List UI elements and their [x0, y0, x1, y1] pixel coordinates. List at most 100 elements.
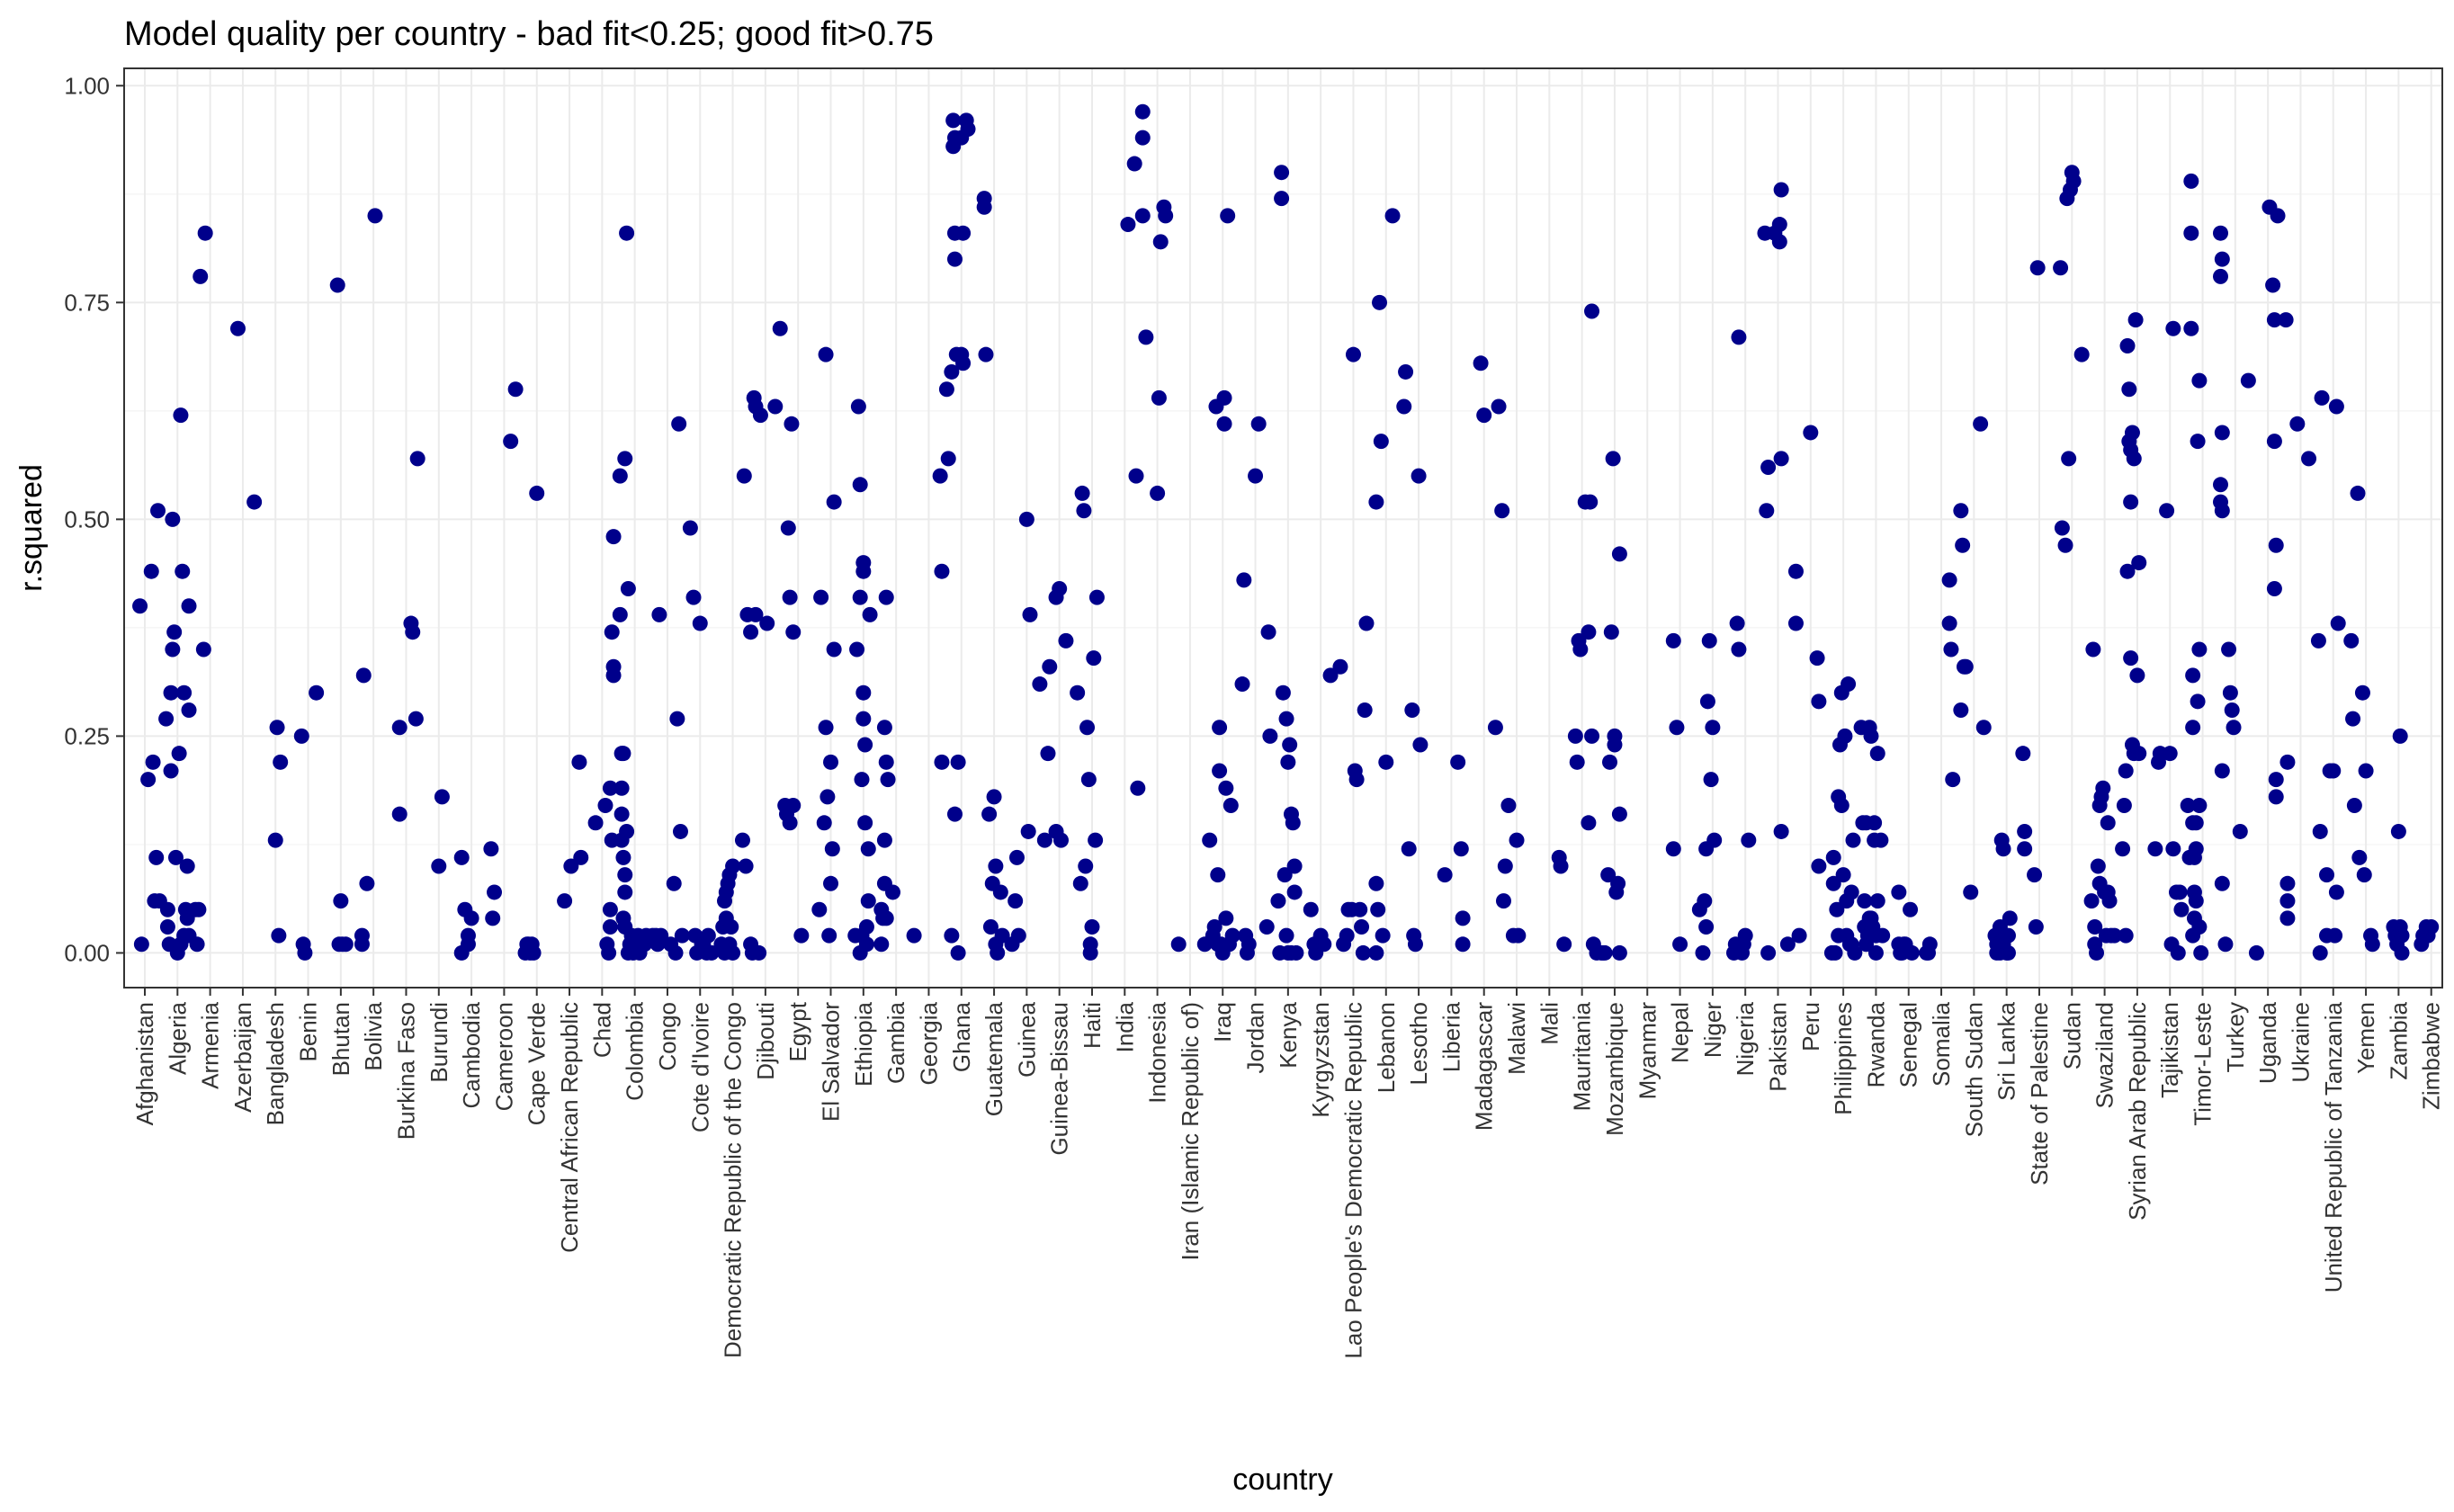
data-point: [2017, 823, 2033, 839]
data-point: [2301, 451, 2317, 467]
data-point: [2214, 251, 2230, 267]
data-point: [2131, 555, 2147, 571]
data-point: [1941, 615, 1957, 631]
data-point: [391, 806, 408, 822]
data-point: [159, 919, 175, 935]
data-point: [2325, 763, 2342, 779]
data-point: [1957, 658, 1974, 675]
data-point: [782, 815, 798, 831]
data-point: [852, 589, 868, 605]
data-point: [359, 875, 375, 891]
data-point: [2390, 823, 2406, 839]
data-point: [483, 841, 499, 857]
data-point: [329, 277, 345, 293]
data-point: [273, 754, 289, 770]
data-point: [2314, 389, 2330, 406]
data-point: [173, 407, 189, 424]
data-point: [229, 320, 246, 336]
x-tick-label: Guinea-Bissau: [1046, 1002, 1073, 1156]
x-tick-label: Lebanon: [1373, 1002, 1400, 1093]
data-point: [189, 936, 205, 953]
data-point: [2118, 927, 2134, 944]
x-tick-label: Armenia: [197, 1001, 224, 1088]
data-point: [355, 667, 372, 684]
data-point: [855, 684, 872, 701]
x-tick-label: Madagascar: [1471, 1002, 1498, 1131]
data-point: [1953, 702, 1969, 718]
data-point: [1223, 798, 1239, 814]
data-point: [337, 936, 354, 953]
data-point: [1275, 684, 1291, 701]
data-point: [408, 711, 424, 727]
data-point: [1509, 832, 1525, 848]
data-point: [2279, 754, 2296, 770]
x-tick-label: Bhutan: [327, 1002, 354, 1076]
x-tick-label: Timor-Leste: [2190, 1002, 2217, 1126]
x-tick-label: Lesotho: [1405, 1002, 1432, 1086]
data-point: [1086, 650, 1102, 667]
data-point: [2330, 615, 2346, 631]
data-point: [2351, 849, 2368, 865]
x-tick-label: Burundi: [425, 1002, 452, 1083]
data-point: [1941, 572, 1957, 588]
data-point: [431, 858, 447, 874]
data-point: [1283, 944, 1299, 961]
data-point: [1078, 858, 1094, 874]
x-tick-label: Turkey: [2222, 1002, 2249, 1073]
data-point: [653, 927, 669, 944]
data-point: [2358, 763, 2374, 779]
data-point: [2214, 875, 2230, 891]
x-tick-label: Azerbaijan: [229, 1002, 256, 1113]
data-point: [818, 346, 834, 362]
data-point: [1212, 720, 1228, 736]
data-point: [1372, 294, 1388, 310]
data-point: [793, 927, 810, 944]
data-point: [2172, 884, 2188, 900]
data-point: [1058, 632, 1074, 649]
data-point: [946, 806, 963, 822]
data-point: [986, 789, 1002, 805]
x-tick-label: Bangladesh: [262, 1002, 289, 1125]
data-point: [391, 720, 408, 736]
data-point: [2279, 875, 2296, 891]
x-tick-label: Haiti: [1079, 1002, 1106, 1049]
data-point: [782, 589, 798, 605]
x-tick-label: Kenya: [1275, 1001, 1302, 1068]
x-tick-label: Ghana: [948, 1001, 975, 1072]
data-point: [1020, 823, 1036, 839]
data-point: [354, 927, 370, 944]
data-point: [1835, 867, 1851, 883]
data-point: [671, 416, 687, 432]
data-point: [1152, 234, 1169, 250]
data-point: [2123, 494, 2139, 510]
x-tick-label: Georgia: [915, 1001, 942, 1085]
x-tick-label: Niger: [1699, 1002, 1726, 1058]
data-point: [992, 884, 1008, 900]
data-point: [2118, 763, 2134, 779]
data-point: [785, 624, 802, 640]
data-point: [1316, 936, 1332, 953]
x-tick-label: Somalia: [1928, 1001, 1955, 1086]
data-point: [1759, 503, 1775, 519]
data-point: [487, 884, 503, 900]
data-point: [297, 944, 313, 961]
y-axis: 0.00 0.25 0.50 0.75 1.00: [64, 72, 124, 966]
data-point: [1274, 165, 1290, 181]
x-tick-label: Syrian Arab Republic: [2124, 1002, 2151, 1221]
data-point: [1495, 893, 1511, 909]
data-point: [197, 225, 213, 241]
data-point: [1771, 234, 1787, 250]
data-point: [772, 320, 788, 336]
data-point: [855, 563, 872, 579]
data-point: [167, 849, 184, 865]
data-point: [1847, 944, 1863, 961]
data-point: [1322, 667, 1339, 684]
data-point: [1729, 615, 1745, 631]
data-point: [2119, 563, 2136, 579]
data-point: [748, 606, 764, 622]
data-point: [854, 772, 870, 788]
data-point: [2000, 927, 2016, 944]
data-point: [2183, 173, 2199, 189]
data-point: [163, 684, 179, 701]
